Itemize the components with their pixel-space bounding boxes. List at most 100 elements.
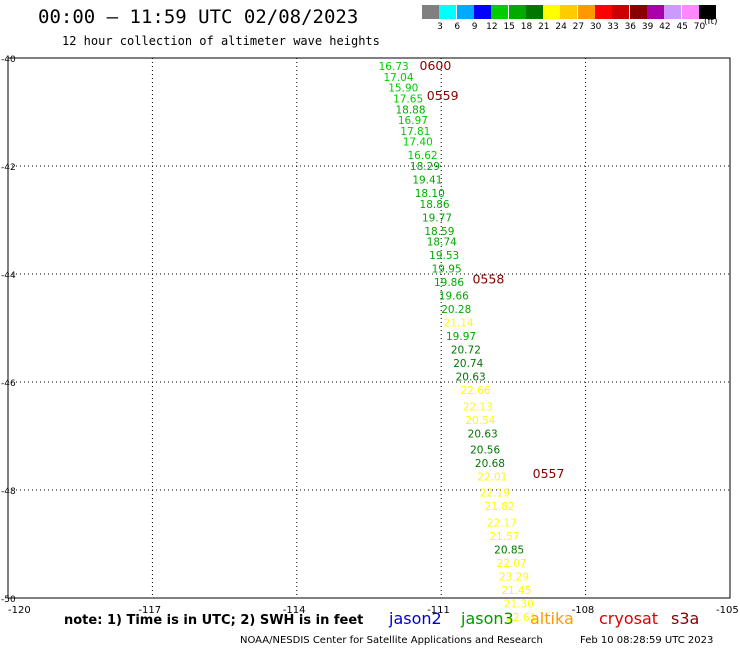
y-tick-label: -50	[1, 595, 16, 605]
wave-height-label: 20.28	[441, 304, 471, 316]
wave-height-label: 17.04	[383, 72, 413, 84]
scale-label: 33	[607, 22, 619, 32]
chart-title: 00:00 – 11:59 UTC 02/08/2023	[38, 6, 359, 28]
time-label: 0558	[472, 271, 504, 286]
scale-label: 70	[693, 22, 706, 32]
wave-height-label: 20.63	[468, 428, 498, 440]
sat-label-jason3: jason3	[461, 609, 514, 628]
wave-height-label: 20.68	[475, 458, 505, 470]
wave-height-label: 18.88	[395, 104, 425, 116]
wave-height-label: 18.29	[410, 161, 440, 173]
scale-swatch	[646, 5, 664, 19]
x-tick-label: -105	[716, 605, 739, 616]
wave-height-label: 22.61	[506, 612, 536, 624]
scale-label: 27	[572, 22, 585, 32]
scale-swatch	[612, 5, 630, 19]
scale-swatch	[698, 5, 716, 19]
scale-label: 12	[486, 22, 498, 32]
wave-height-label: 22.13	[463, 401, 493, 413]
scale-swatch	[491, 5, 509, 19]
x-tick-label: -117	[138, 605, 161, 616]
wave-height-label: 22.19	[480, 488, 510, 500]
wave-height-label: 15.90	[388, 83, 418, 95]
sat-label-altika: altika	[530, 609, 574, 628]
wave-height-label: 16.97	[398, 115, 428, 127]
wave-height-label: 23.29	[499, 571, 529, 583]
wave-height-label: 17.40	[403, 137, 433, 149]
footer-note: note: 1) Time is in UTC; 2) SWH is in fe…	[64, 613, 364, 628]
wave-height-label: 20.54	[465, 415, 495, 427]
wave-height-label: 19.66	[439, 291, 469, 303]
wave-height-label: 19.41	[412, 175, 442, 187]
time-label: 0557	[533, 466, 565, 481]
plot-frame	[7, 57, 731, 599]
wave-height-label: 21.45	[501, 585, 531, 597]
wave-height-label: 19.95	[432, 264, 462, 276]
wave-height-label: 22.07	[497, 558, 527, 570]
scale-swatch	[577, 5, 595, 19]
scale-swatch	[422, 5, 439, 19]
sat-label-cryosat: cryosat	[599, 609, 659, 628]
scale-label: 21	[538, 22, 550, 32]
x-tick-label: -120	[8, 605, 31, 616]
scale-label: 6	[454, 22, 461, 32]
wave-height-label: 20.85	[494, 544, 524, 556]
wave-height-label: 17.65	[393, 94, 423, 106]
wave-height-label: 16.62	[408, 150, 438, 162]
chart-subtitle: 12 hour collection of altimeter wave hei…	[62, 34, 380, 48]
scale-swatch	[595, 5, 612, 19]
scale-label: 45	[676, 22, 688, 32]
sat-label-s3a: s3a	[671, 609, 700, 628]
scale-swatch	[681, 5, 699, 19]
time-label: 0600	[420, 58, 452, 73]
wave-height-label: 20.72	[451, 345, 481, 357]
wave-height-label: 21.57	[489, 531, 519, 543]
wave-height-label: 22.01	[477, 472, 507, 484]
wave-height-label: 21.82	[485, 501, 515, 513]
scale-swatch	[525, 5, 543, 19]
wave-height-label: 18.59	[424, 226, 454, 238]
wave-height-label: 19.86	[434, 277, 464, 289]
scale-swatch	[439, 5, 457, 19]
wave-height-label: 22.66	[460, 385, 490, 397]
y-tick-label: -42	[1, 163, 16, 173]
scale-label: 15	[503, 22, 515, 32]
scale-swatch	[456, 5, 474, 19]
x-tick-label: -111	[427, 605, 450, 616]
wave-height-label: 21.30	[504, 598, 534, 610]
scale-label: 30	[589, 22, 602, 32]
scale-swatch	[508, 5, 526, 19]
wave-height-label: 19.53	[429, 250, 459, 262]
scale-swatch	[543, 5, 561, 19]
x-tick-label: -108	[572, 605, 595, 616]
scale-swatch	[473, 5, 491, 19]
wave-height-label: 18.74	[427, 237, 457, 249]
wave-height-label: 18.10	[415, 188, 445, 200]
wave-height-label: 18.86	[420, 199, 450, 211]
wave-height-label: 19.97	[446, 331, 476, 343]
x-tick-label: -114	[283, 605, 306, 616]
scale-swatch	[560, 5, 578, 19]
y-tick-label: -46	[1, 379, 16, 389]
wave-height-label: 20.74	[453, 358, 483, 370]
wave-height-label: 19.77	[422, 212, 452, 224]
wave-height-label: 16.73	[379, 61, 409, 73]
credit-line: NOAA/NESDIS Center for Satellite Applica…	[240, 635, 543, 646]
scale-label: 39	[641, 22, 654, 32]
scale-swatch	[664, 5, 682, 19]
color-scale-units: (ft)	[704, 17, 718, 27]
wave-height-label: 20.56	[470, 445, 500, 457]
time-label: 0559	[427, 88, 459, 103]
scale-label: 9	[471, 22, 478, 32]
wave-height-label: 22.17	[487, 517, 517, 529]
scale-label: 24	[555, 22, 567, 32]
y-tick-label: -48	[1, 487, 16, 497]
y-tick-label: -40	[1, 55, 16, 65]
scale-label: 42	[659, 22, 671, 32]
sat-label-jason2: jason2	[389, 609, 442, 628]
scale-label: 36	[624, 22, 637, 32]
wave-height-label: 21.14	[444, 318, 474, 330]
wave-height-label: 20.63	[456, 372, 486, 384]
y-tick-label: -44	[1, 271, 16, 281]
